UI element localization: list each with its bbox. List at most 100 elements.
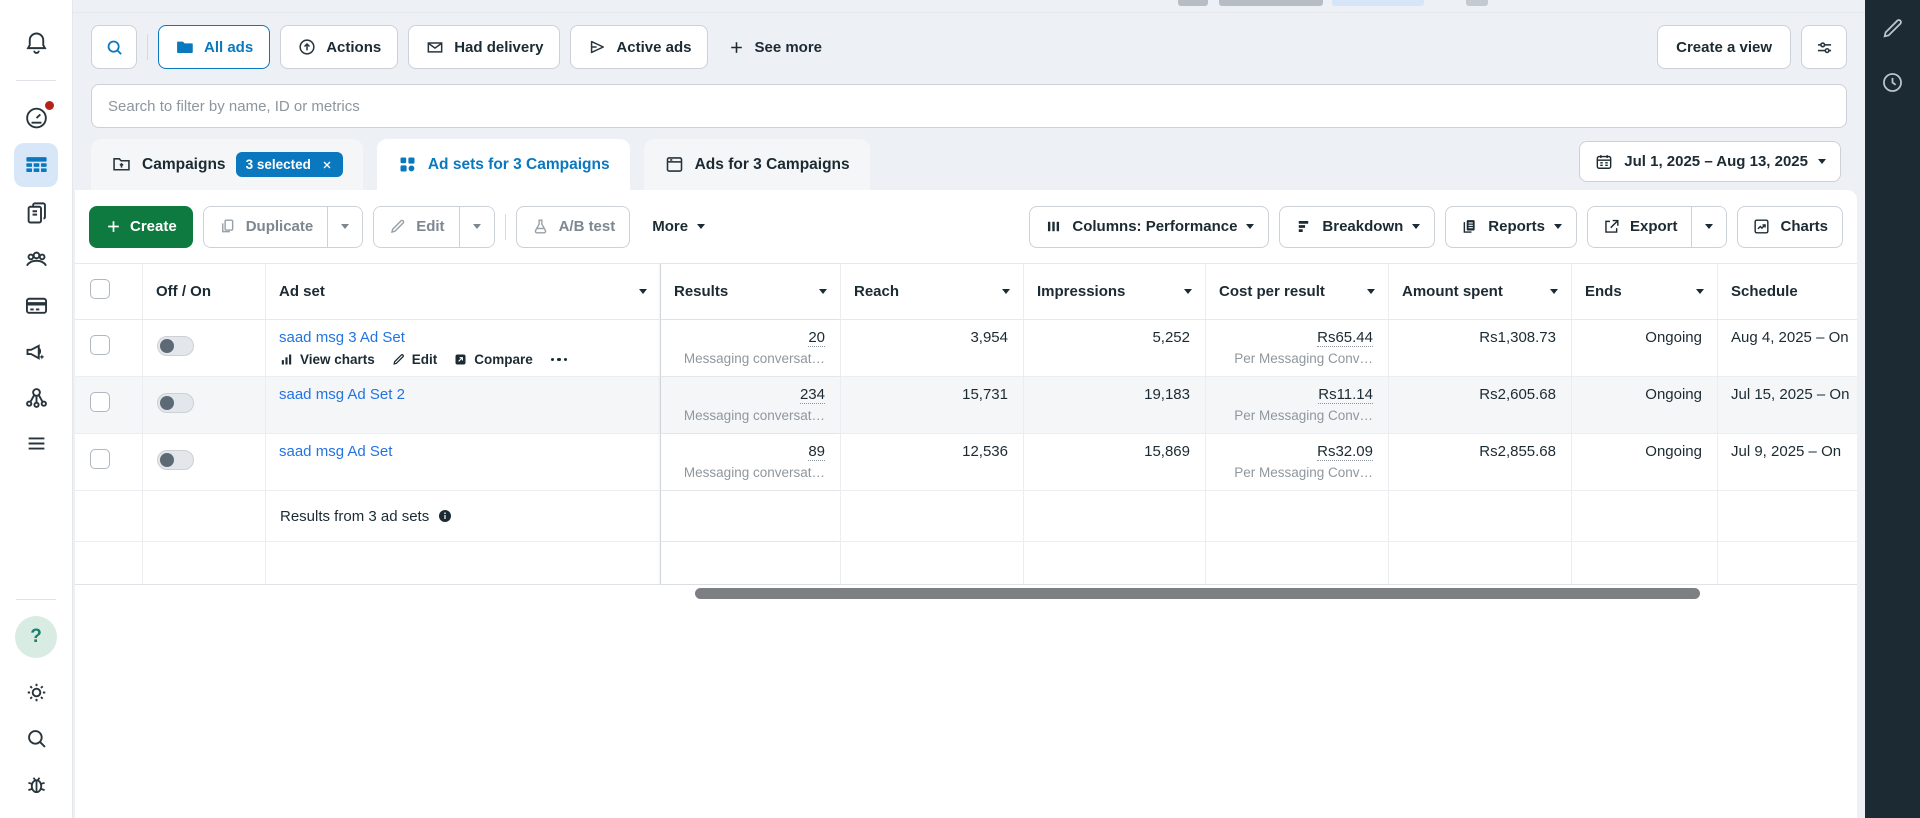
view-settings-sliders-icon[interactable] [1801, 25, 1847, 69]
horizontal-scrollbar[interactable] [695, 588, 1700, 599]
edit-button[interactable]: Edit [374, 206, 459, 247]
edit-action[interactable]: Edit [391, 352, 437, 367]
cost-per-result-value: Rs11.14 [1318, 386, 1373, 404]
chevron-down-icon [472, 224, 481, 229]
column-amount-spent[interactable]: Amount spent [1388, 264, 1571, 319]
all-tools-menu-icon[interactable] [14, 423, 58, 463]
main-content: All ads Actions Had delivery Active ads … [73, 0, 1865, 818]
flask-icon [534, 219, 546, 234]
help-icon[interactable]: ? [15, 616, 57, 658]
cost-type: Per Messaging Conv… [1234, 465, 1373, 480]
breakdown-icon [1299, 220, 1309, 233]
duplicate-dropdown[interactable] [327, 206, 363, 247]
clear-selection-icon[interactable] [321, 159, 333, 171]
see-more-button[interactable]: See more [718, 39, 832, 56]
envelope-icon [427, 42, 443, 53]
export-button[interactable]: Export [1587, 206, 1692, 247]
plus-icon [108, 221, 119, 232]
column-cost-per-result[interactable]: Cost per result [1205, 264, 1388, 319]
settings-gear-icon[interactable] [14, 672, 58, 712]
assets-network-icon[interactable] [14, 377, 58, 417]
ad-set-toggle[interactable] [157, 336, 194, 356]
action-toolbar: Create Duplicate Edit [75, 190, 1857, 263]
column-ad-set[interactable]: Ad set [265, 264, 660, 319]
cutoff-fragment [1178, 0, 1208, 6]
view-charts-action[interactable]: View charts [279, 352, 375, 367]
reach-value: 3,954 [970, 329, 1008, 346]
schedule-value: Jul 15, 2025 – On [1717, 377, 1857, 433]
pencil-icon [393, 354, 404, 365]
filter-actions[interactable]: Actions [280, 25, 399, 69]
reports-button[interactable]: Reports [1445, 205, 1577, 248]
date-range-picker[interactable]: Jul 1, 2025 – Aug 13, 2025 [1579, 141, 1841, 182]
export-icon [1605, 219, 1619, 233]
column-schedule[interactable]: Schedule [1717, 264, 1857, 319]
charts-button[interactable]: Charts [1737, 205, 1843, 248]
bug-report-icon[interactable] [14, 764, 58, 804]
column-reach[interactable]: Reach [840, 264, 1023, 319]
ad-set-name-link[interactable]: saad msg Ad Set [279, 443, 393, 460]
sidebar-divider [16, 599, 56, 600]
filter-had-delivery[interactable]: Had delivery [408, 25, 561, 69]
amount-spent-value: Rs2,605.68 [1479, 386, 1556, 403]
column-results[interactable]: Results [660, 264, 840, 319]
campaigns-table-icon[interactable] [14, 143, 58, 187]
more-options-icon[interactable] [549, 354, 570, 366]
ad-set-toggle[interactable] [157, 450, 194, 470]
plus-icon [731, 41, 743, 53]
info-icon[interactable] [437, 508, 453, 524]
tab-campaigns[interactable]: Campaigns 3 selected [91, 139, 363, 190]
selected-count-badge: 3 selected [235, 152, 343, 177]
column-off-on: Off / On [142, 264, 265, 319]
create-button[interactable]: Create [89, 205, 193, 248]
row-checkbox[interactable] [90, 449, 110, 469]
ab-test-button[interactable]: A/B test [515, 205, 631, 248]
breakdown-button[interactable]: Breakdown [1279, 205, 1436, 248]
ad-set-name-link[interactable]: saad msg Ad Set 2 [279, 386, 405, 403]
top-divider [73, 12, 1865, 13]
sort-caret-icon [639, 289, 647, 294]
export-dropdown[interactable] [1691, 206, 1727, 247]
results-type: Messaging conversat… [683, 465, 825, 480]
filter-all-ads[interactable]: All ads [158, 25, 271, 69]
sort-caret-icon [1367, 289, 1375, 294]
compare-action[interactable]: Compare [453, 352, 533, 367]
ad-set-name-link[interactable]: saad msg 3 Ad Set [279, 329, 405, 346]
edit-dropdown[interactable] [458, 206, 494, 247]
notifications-bell-icon[interactable] [14, 22, 58, 62]
ends-value: Ongoing [1645, 386, 1702, 403]
sidebar-divider [16, 80, 56, 81]
column-impressions[interactable]: Impressions [1023, 264, 1205, 319]
tab-ads[interactable]: Ads for 3 Campaigns [643, 139, 870, 190]
pages-icon[interactable] [14, 193, 58, 233]
cost-per-result-value: Rs32.09 [1317, 443, 1373, 461]
tab-ad-sets[interactable]: Ad sets for 3 Campaigns [376, 139, 630, 190]
megaphone-icon[interactable] [14, 331, 58, 371]
chevron-down-icon [1246, 224, 1255, 229]
level-tabs: Campaigns 3 selected Ad sets for 3 Campa… [91, 139, 1847, 190]
account-overview-gauge-icon[interactable] [14, 97, 58, 137]
row-checkbox[interactable] [90, 392, 110, 412]
history-clock-icon[interactable] [1880, 70, 1905, 98]
divider [504, 213, 506, 240]
select-all-checkbox[interactable] [90, 279, 110, 299]
filter-active-ads[interactable]: Active ads [570, 25, 709, 69]
bar-chart-icon [281, 354, 292, 365]
audiences-people-icon[interactable] [14, 239, 58, 279]
create-a-view-button[interactable]: Create a view [1657, 25, 1791, 69]
more-button[interactable]: More [640, 206, 717, 248]
search-icon[interactable] [14, 718, 58, 758]
row-checkbox[interactable] [90, 335, 110, 355]
edit-pencil-icon[interactable] [1880, 16, 1905, 44]
billing-card-icon[interactable] [14, 285, 58, 325]
send-icon [591, 40, 605, 54]
search-filter-icon[interactable] [91, 25, 137, 69]
table-row: saad msg 3 Ad Set View charts Edit Co [75, 320, 1857, 377]
ad-set-toggle[interactable] [157, 393, 194, 413]
column-ends[interactable]: Ends [1571, 264, 1717, 319]
duplicate-button[interactable]: Duplicate [203, 206, 328, 247]
columns-button[interactable]: Columns: Performance [1029, 205, 1270, 248]
calendar-icon [1596, 154, 1612, 169]
compare-trend-icon [455, 354, 466, 365]
search-input[interactable] [91, 84, 1847, 128]
